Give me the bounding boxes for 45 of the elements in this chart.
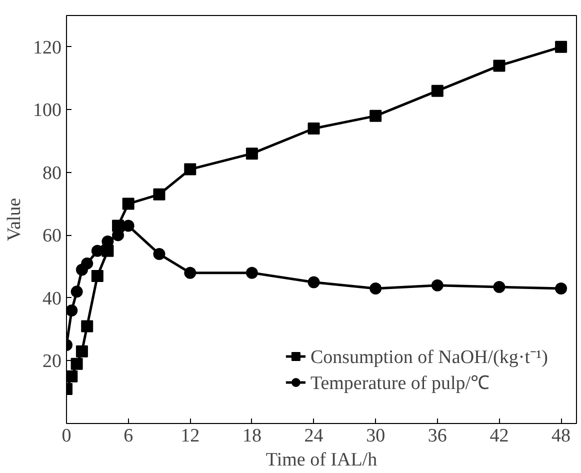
legend-label: Temperature of pulp/℃ [310,372,490,395]
point [246,266,258,279]
y-tick-label: 60 [42,226,62,247]
y-tick-label: 120 [33,37,62,58]
point [122,198,134,210]
point [81,257,94,270]
y-tick-label: 100 [33,100,62,122]
point [153,248,166,260]
y-tick-label: 40 [42,288,62,310]
point [81,320,94,332]
x-axis-title: Time of IAL/h [266,450,378,470]
point [555,40,568,53]
point [431,279,444,292]
point [91,270,104,282]
point [431,84,444,97]
point [70,286,83,298]
point [246,148,258,160]
point [184,266,196,279]
point [70,358,83,370]
point [91,244,104,257]
point [370,110,382,122]
point [308,122,320,134]
x-tick-label: 24 [304,426,324,446]
point [493,280,506,293]
point [66,370,78,382]
x-tick-label: 18 [242,426,262,446]
point [76,345,88,358]
point [153,188,166,200]
point [66,304,78,317]
point [555,282,568,295]
x-tick-label: 36 [428,426,447,446]
x-tick-label: 12 [180,426,200,446]
y-tick-label: 80 [42,162,62,184]
x-tick-label: 0 [62,426,72,446]
point [184,163,196,176]
y-tick-label: 20 [42,351,62,372]
legend-label: Consumption of NaOH/(kg·t⁻¹) [310,346,548,369]
x-tick-label: 6 [124,426,134,446]
y-axis-title: Value [4,198,25,242]
point [370,282,382,295]
point [493,60,506,72]
x-tick-label: 42 [490,426,509,446]
point [308,276,320,288]
x-tick-label: 48 [552,426,571,446]
x-tick-label: 30 [366,426,386,446]
